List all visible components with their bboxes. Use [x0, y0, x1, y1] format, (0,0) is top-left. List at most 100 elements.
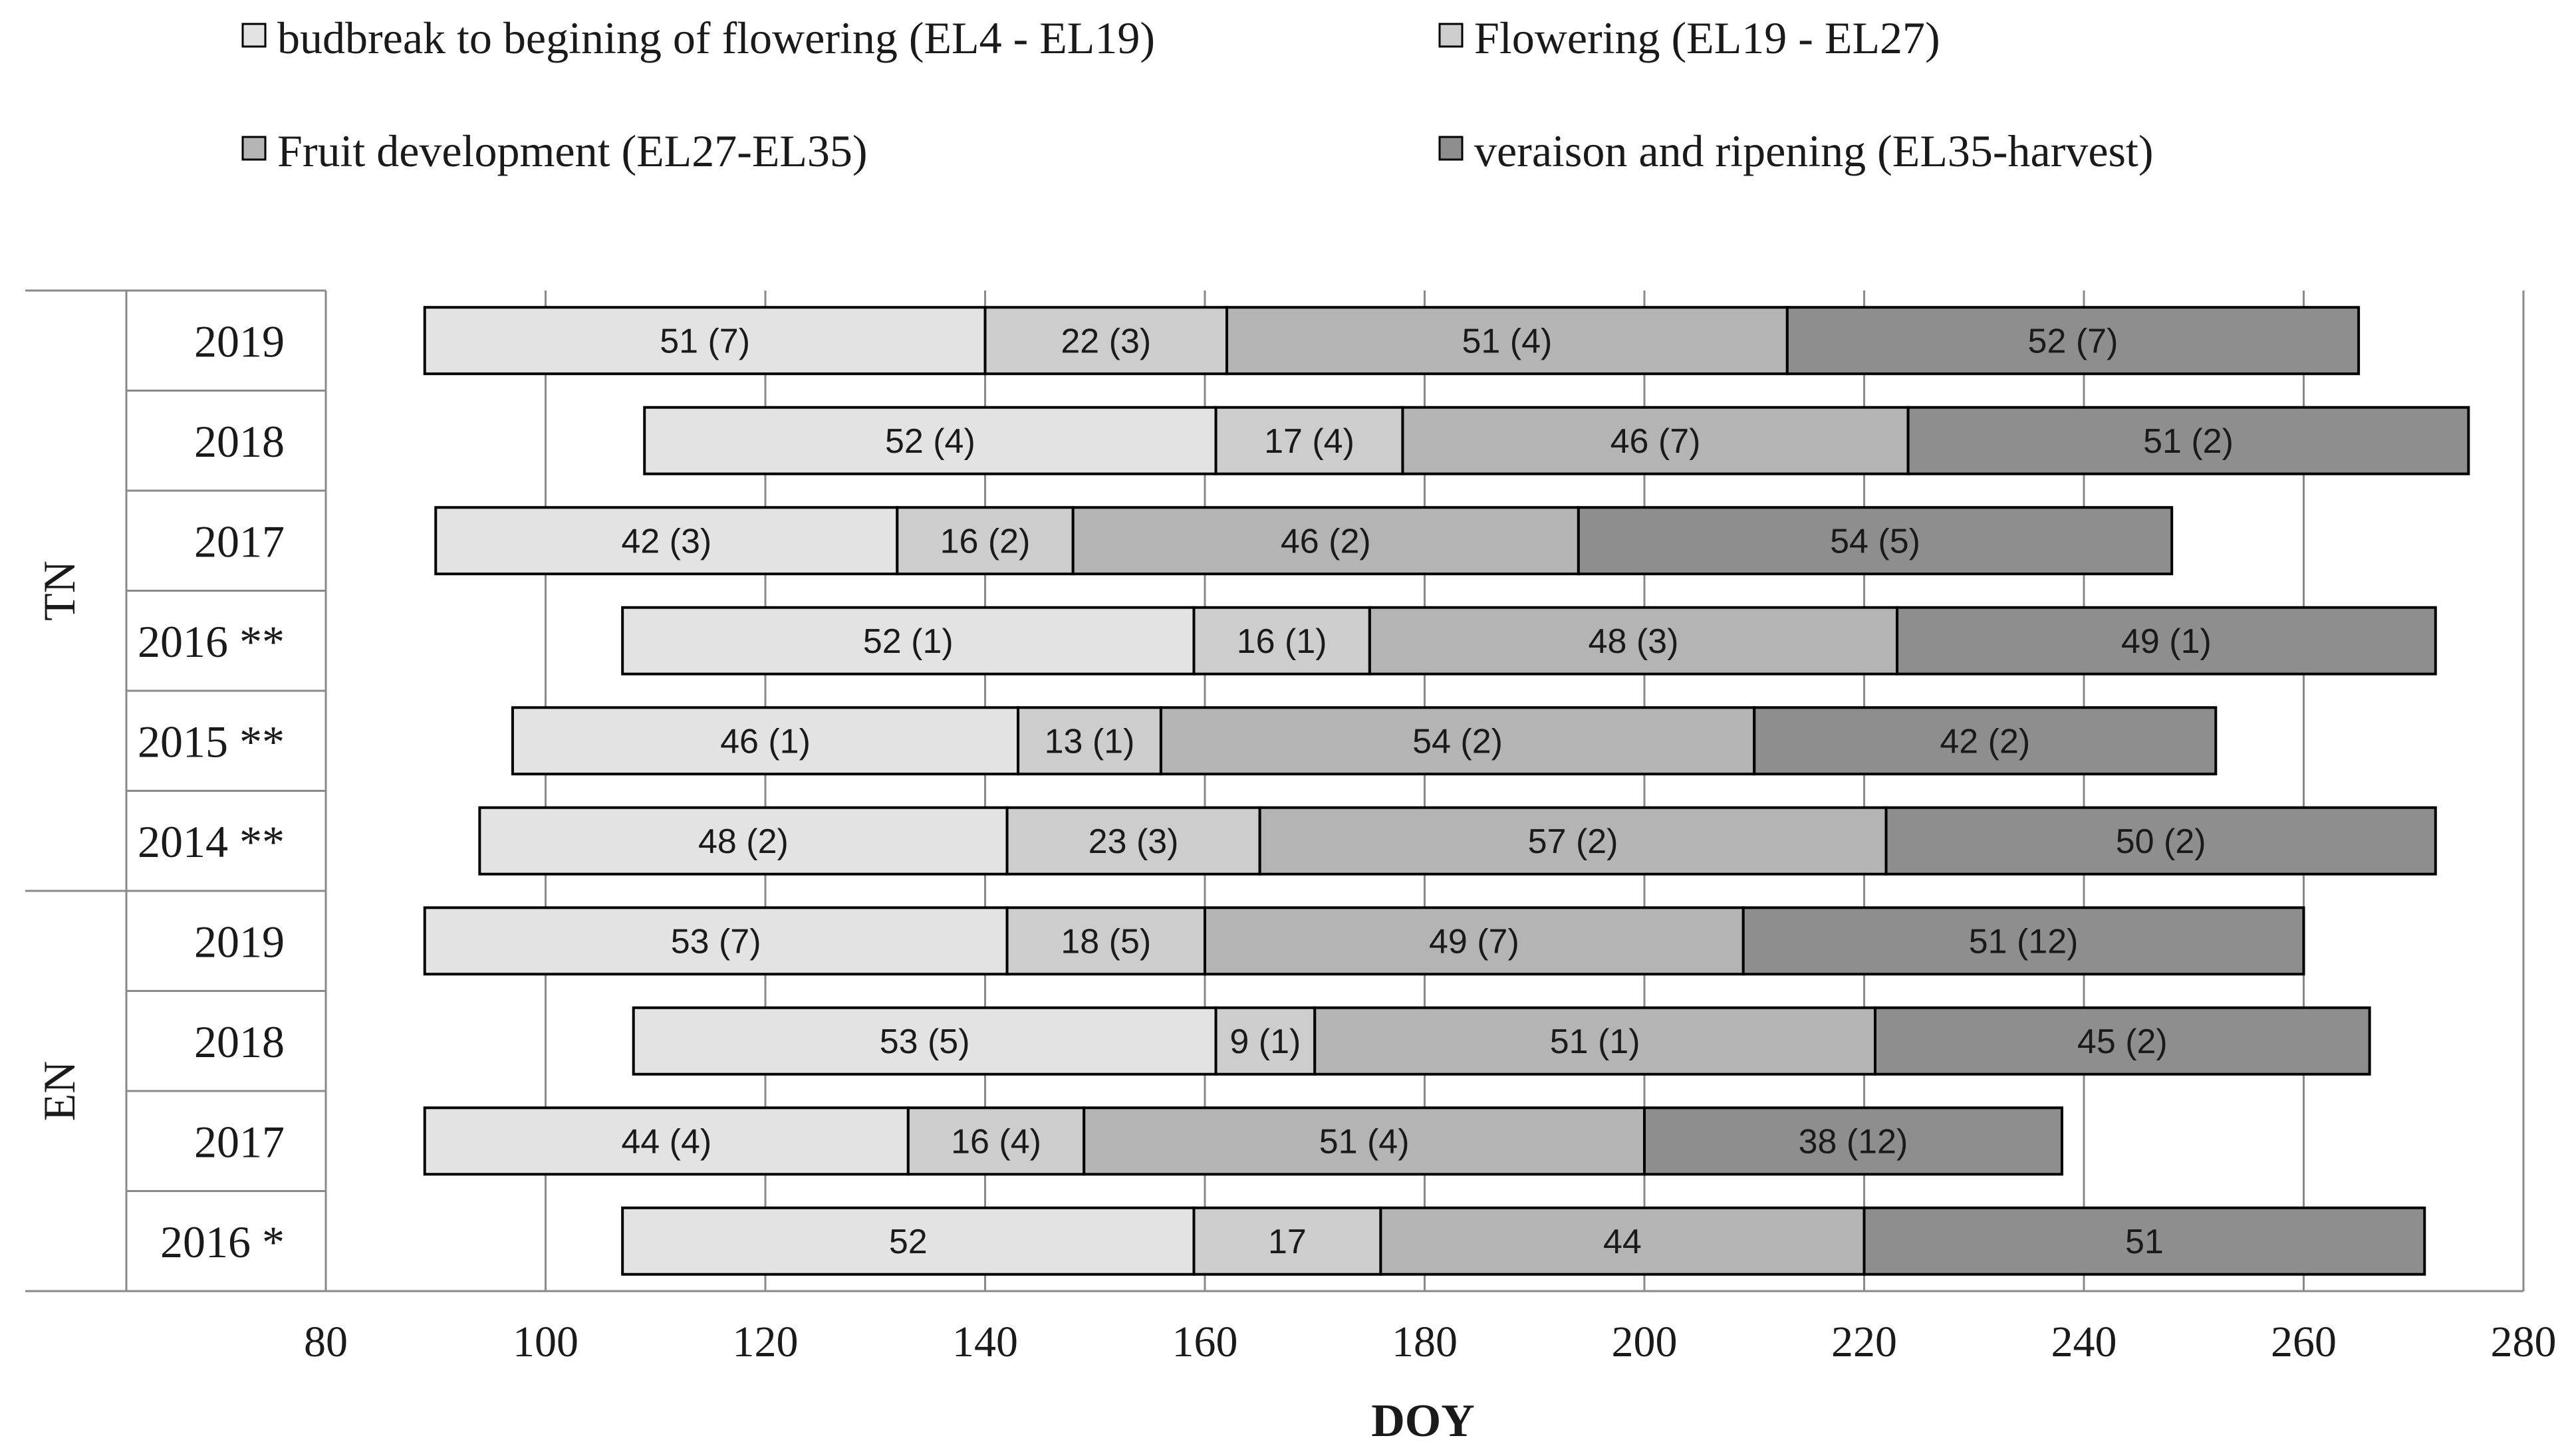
- bar-data-label: 45 (2): [2077, 1023, 2168, 1061]
- bar-data-label: 23 (3): [1089, 822, 1179, 861]
- legend-swatch: [1438, 23, 1464, 48]
- legend-label: veraison and ripening (EL35-harvest): [1474, 126, 2154, 176]
- bar-data-label: 17 (4): [1264, 422, 1354, 461]
- row-labels: 2019 2018 2017 2016 ** 2015 ** 2014 ** 2019 201…: [138, 316, 285, 1267]
- bar-data-label: 51 (7): [660, 322, 750, 360]
- legend-label: budbreak to begining of flowering (EL4 -…: [277, 13, 1155, 63]
- legend-label: Flowering (EL19 - EL27): [1474, 13, 1940, 63]
- x-tick-label: 80: [304, 1318, 348, 1366]
- bar-data-label: 9 (1): [1229, 1023, 1301, 1061]
- row-label: 2019: [194, 916, 285, 967]
- bar-data-label: 52 (7): [2028, 322, 2119, 360]
- row-label: 2019: [194, 316, 285, 366]
- bar-data-label: 13 (1): [1045, 722, 1135, 761]
- bar-data-label: 48 (2): [698, 822, 789, 861]
- bar-data-label: 57 (2): [1528, 822, 1618, 861]
- bar-segment: [1192, 606, 1371, 675]
- x-tick-label: 220: [1831, 1318, 1897, 1366]
- bar-data-label: 18 (5): [1061, 922, 1151, 961]
- legend-swatch: [241, 23, 267, 48]
- bar-data-label: 52 (1): [863, 622, 954, 661]
- x-tick-label: 140: [952, 1318, 1018, 1366]
- bar-segment: [1906, 406, 2470, 475]
- bar-data-label: 49 (1): [2121, 622, 2212, 661]
- bar-segment: [896, 506, 1075, 576]
- bar-segment: [1214, 406, 1404, 475]
- row-label: 2014 **: [138, 816, 285, 867]
- bar-segment: [1884, 806, 2437, 876]
- bar-data-label: 53 (7): [671, 922, 761, 961]
- legend-label: Fruit development (EL27-EL35): [277, 126, 868, 176]
- group-label: EN: [34, 1061, 84, 1122]
- bar-data-label: 42 (2): [1940, 722, 2030, 761]
- x-tick-label: 120: [733, 1318, 799, 1366]
- bar-data-label: 42 (3): [621, 522, 711, 560]
- bar-segment: [1577, 506, 2174, 576]
- bar-data-label: 46 (7): [1610, 422, 1701, 461]
- bar-segment: [632, 1006, 1218, 1076]
- bar-data-label: 51 (1): [1550, 1023, 1640, 1061]
- row-label: 2017: [194, 1116, 285, 1167]
- x-tick-label: 280: [2491, 1318, 2557, 1366]
- bar-data-label: 54 (5): [1830, 522, 1920, 560]
- bar-segment: [478, 806, 1009, 876]
- bar-segment: [1204, 906, 1745, 976]
- bar-segment: [1741, 906, 2305, 976]
- x-tick-label: 200: [1612, 1318, 1678, 1366]
- bar-segment: [1005, 806, 1261, 876]
- x-tick-label: 160: [1172, 1318, 1238, 1366]
- bar-segment: [511, 706, 1020, 776]
- bar-segment: [1071, 506, 1580, 576]
- bar-data-label: 17: [1268, 1223, 1307, 1261]
- x-axis-title: DOY: [1371, 1395, 1475, 1447]
- bar-data-label: 16 (2): [940, 522, 1031, 560]
- bar-segment: [621, 1206, 1196, 1276]
- x-tick-label: 100: [513, 1318, 578, 1366]
- bar-segment: [1896, 606, 2437, 675]
- bar-data-label: 54 (2): [1412, 722, 1503, 761]
- table-frame: [25, 289, 2523, 1292]
- bar-segment: [423, 306, 987, 376]
- bar-segment: [1379, 1206, 1866, 1276]
- bar-data-label: 16 (1): [1237, 622, 1327, 661]
- bar-segment: [1401, 406, 1910, 475]
- bar-data-label: 49 (7): [1429, 922, 1519, 961]
- bar-segment: [1874, 1006, 2371, 1076]
- x-axis: DOY 80 100 120 140 160 180 200 220 240 260 280: [304, 1318, 2557, 1447]
- bar-data-label: 46 (2): [1281, 522, 1371, 560]
- bar-data-label: 51 (4): [1462, 322, 1553, 360]
- row-label: 2015 **: [138, 716, 285, 767]
- bar-segment: [1785, 306, 2361, 376]
- row-label: 2018: [194, 416, 285, 467]
- group-label: TN: [34, 560, 84, 621]
- bar-data-label: 16 (4): [951, 1122, 1041, 1161]
- bar-data-label: 53 (5): [880, 1023, 970, 1061]
- bar-segment: [1258, 806, 1888, 876]
- legend-swatch: [1438, 136, 1464, 161]
- x-tick-label: 240: [2051, 1318, 2117, 1366]
- legend-swatch: [241, 136, 267, 161]
- bar-segment: [1005, 906, 1207, 976]
- bar-data-label: 48 (3): [1589, 622, 1679, 661]
- x-tick-label: 260: [2271, 1318, 2337, 1366]
- bar-data-label: 46 (1): [720, 722, 811, 761]
- bar-segment: [1368, 606, 1899, 675]
- bar-data-label: 44: [1603, 1223, 1642, 1261]
- row-label: 2017: [194, 516, 285, 566]
- bar-segment: [1159, 706, 1756, 776]
- bar-segment: [1017, 706, 1162, 776]
- bar-segment: [423, 1106, 910, 1176]
- bar-segment: [1192, 1206, 1382, 1276]
- bar-segment: [621, 606, 1196, 675]
- bar-segment: [1225, 306, 1789, 376]
- bar-data-label: 22 (3): [1061, 322, 1151, 360]
- bar-segment: [983, 306, 1229, 376]
- bar-segment: [434, 506, 899, 576]
- bar-segment: [906, 1106, 1086, 1176]
- bar-data-label: 52: [889, 1223, 928, 1261]
- bar-data-label: 50 (2): [2116, 822, 2206, 861]
- row-label: 2018: [194, 1017, 285, 1067]
- bar-segment: [1083, 1106, 1646, 1176]
- bar-data-label: 51: [2125, 1223, 2164, 1261]
